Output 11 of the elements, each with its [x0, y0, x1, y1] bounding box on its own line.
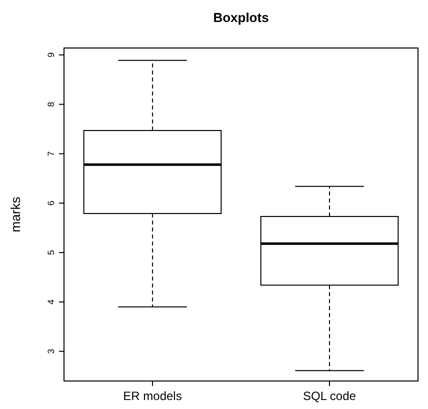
y-tick-label: 9: [46, 52, 56, 58]
y-tick-label: 8: [46, 102, 56, 107]
y-axis-title: marks: [8, 196, 23, 232]
y-tick-label: 4: [46, 299, 56, 304]
y-tick-label: 7: [46, 151, 56, 156]
y-tick-label: 6: [46, 200, 56, 206]
x-tick-label: SQL code: [303, 389, 356, 403]
x-tick-label: ER models: [123, 389, 182, 403]
y-tick-label: 5: [46, 250, 56, 256]
chart-title: Boxplots: [213, 10, 269, 25]
y-tick-label: 3: [46, 348, 56, 354]
